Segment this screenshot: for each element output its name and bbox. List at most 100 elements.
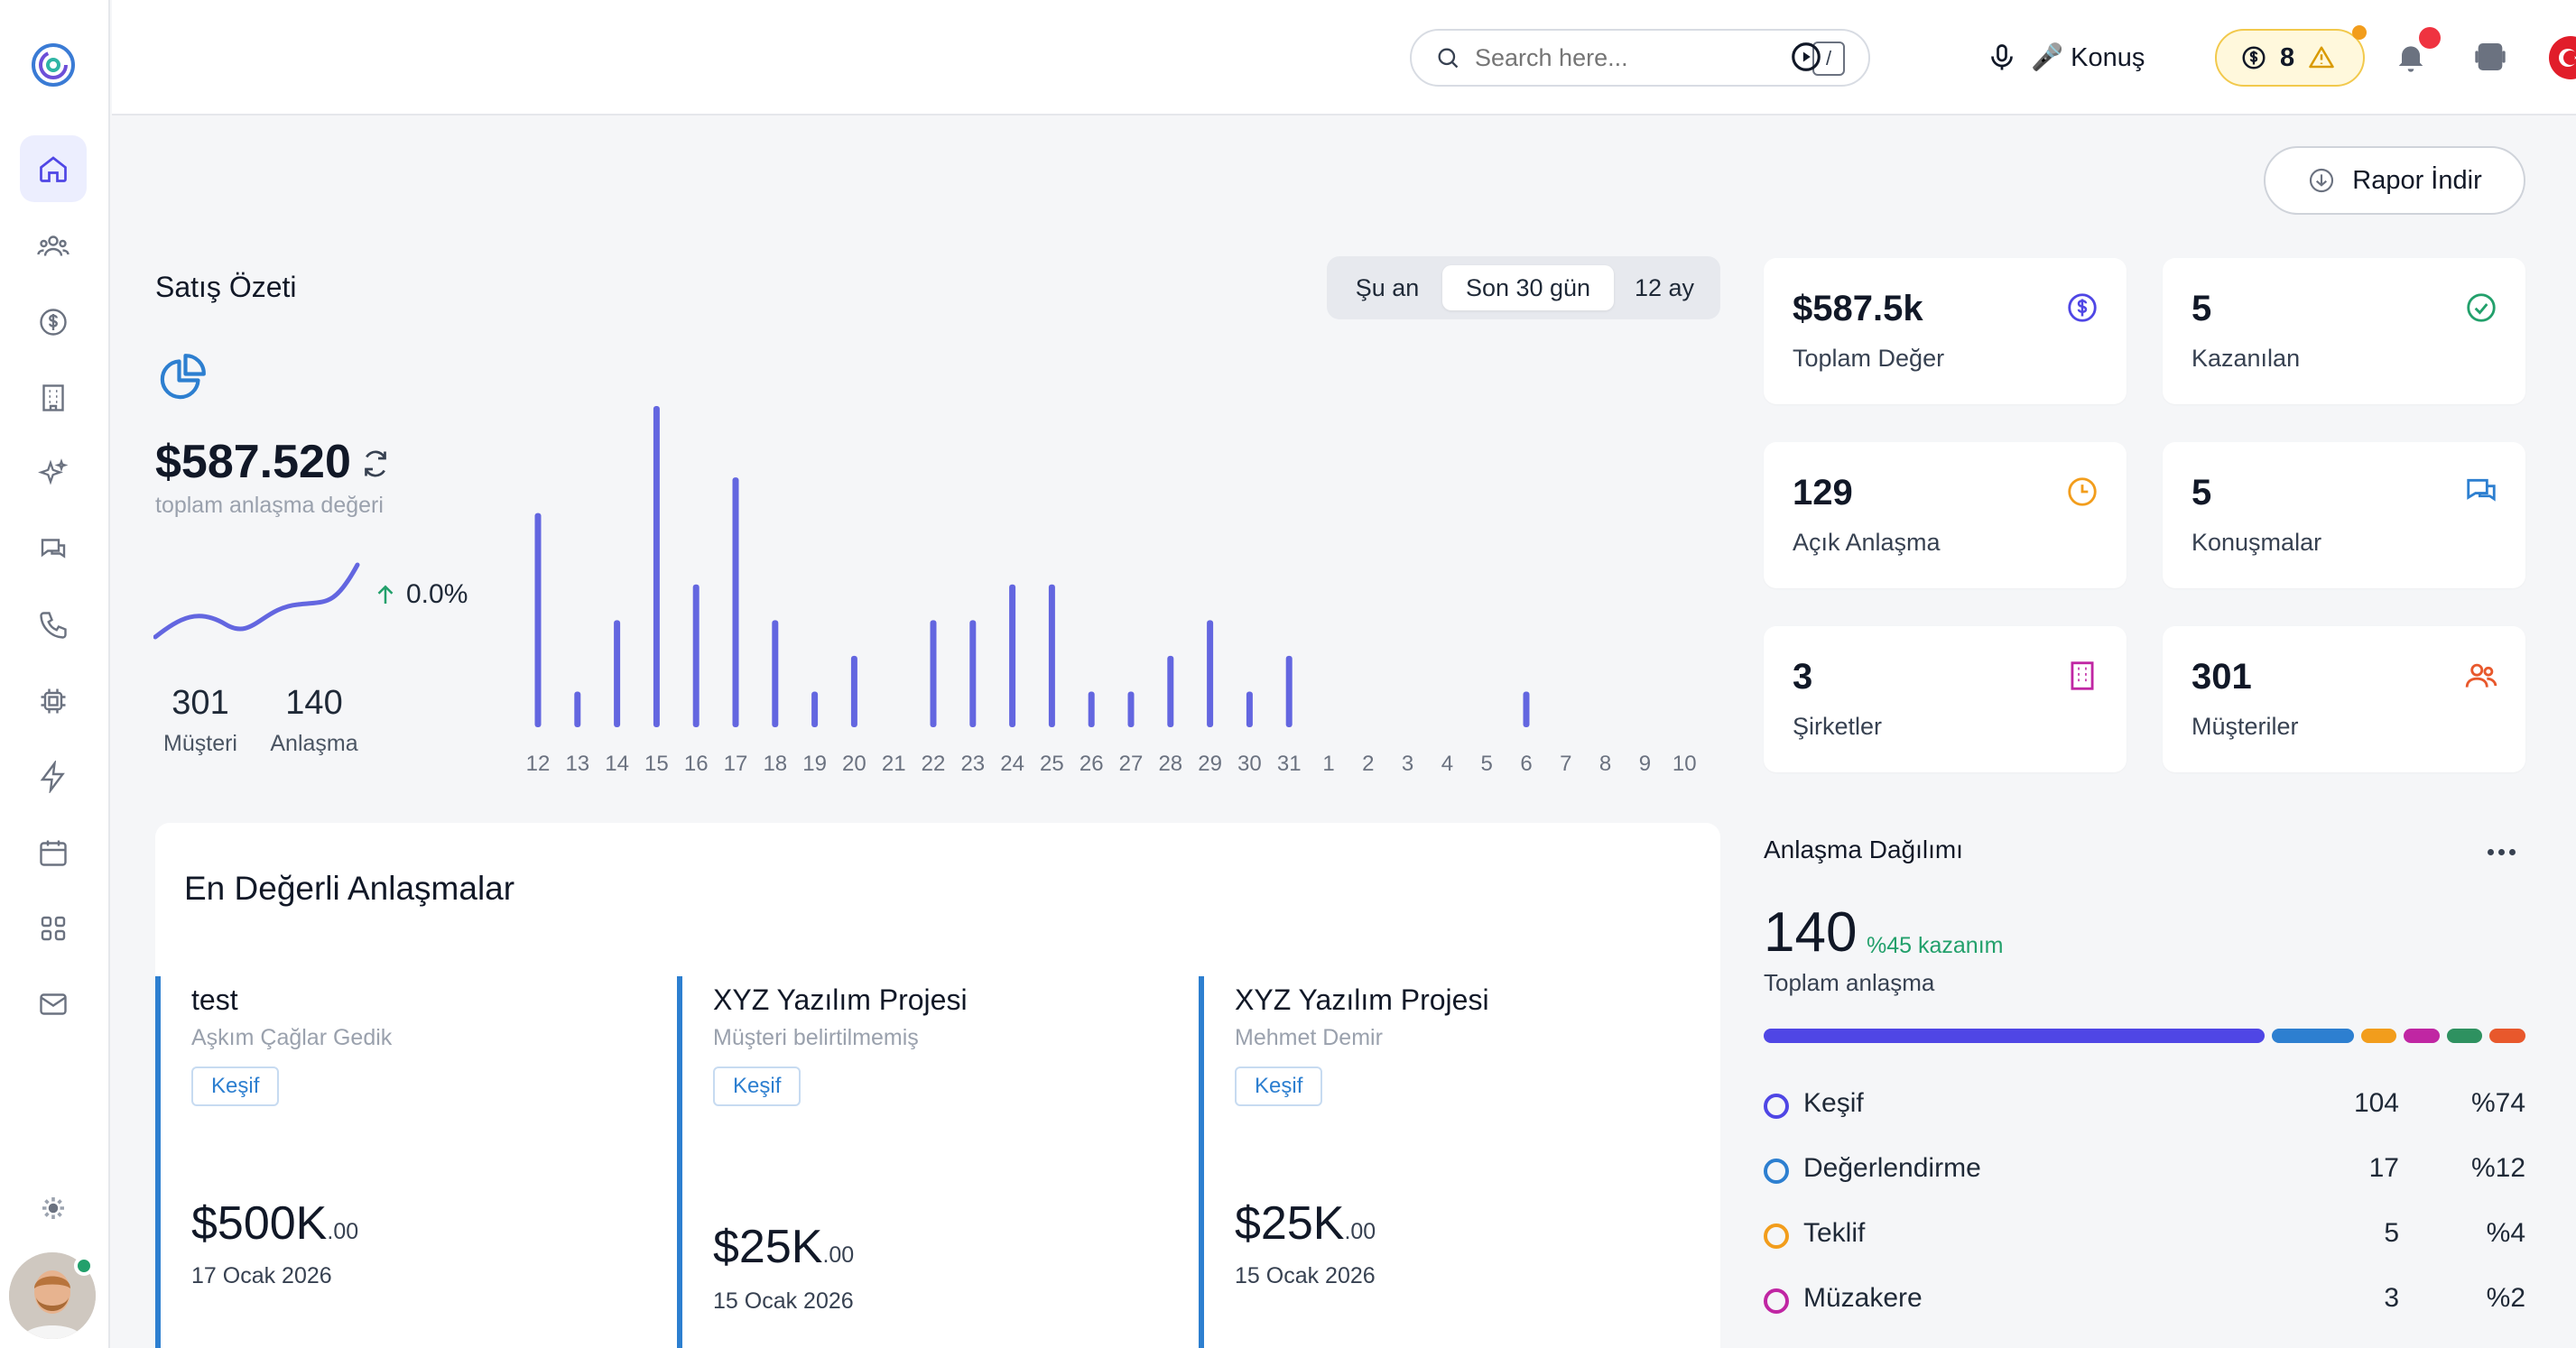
chart-bar[interactable]: [653, 406, 660, 727]
legend-row[interactable]: Müzakere 3 %2: [1764, 1279, 2525, 1319]
bell-icon: [2398, 46, 2423, 72]
distribution-more-button[interactable]: [2480, 834, 2522, 870]
chart-bar[interactable]: [811, 691, 819, 727]
nav-integrations[interactable]: [20, 668, 87, 734]
credits-badge[interactable]: 8: [2215, 29, 2365, 87]
chart-x-tick-label: 23: [960, 752, 985, 776]
chart-bar[interactable]: [1285, 655, 1293, 727]
sales-summary-title: Satış Özeti: [155, 271, 297, 303]
chart-bar[interactable]: [1246, 691, 1253, 727]
device-button[interactable]: [2469, 36, 2511, 78]
chart-x-tick-label: 10: [1673, 752, 1697, 776]
kpi-won[interactable]: 5 Kazanılan: [2163, 258, 2525, 404]
chart-bar[interactable]: [772, 620, 779, 727]
refresh-icon[interactable]: [359, 448, 392, 480]
distribution-bar-segment[interactable]: [2489, 1029, 2525, 1043]
kpi-total-value[interactable]: $587.5k Toplam Değer: [1764, 258, 2127, 404]
kpi-value: 3: [1793, 657, 1813, 697]
legend-row[interactable]: Teklif 5 %4: [1764, 1214, 2525, 1254]
voice-label: 🎤 Konuş: [2031, 43, 2145, 72]
deal-card[interactable]: XYZ Yazılım Projesi Mehmet Demir Keşif $…: [1199, 976, 1710, 1348]
chart-bar[interactable]: [1127, 691, 1135, 727]
nav-apps[interactable]: [20, 895, 87, 962]
distribution-total-label: Toplam anlaşma: [1764, 969, 1935, 996]
chart-x-tick-label: 3: [1402, 752, 1413, 776]
nav-calendar[interactable]: [20, 819, 87, 886]
play-icon: [1792, 42, 1821, 71]
distribution-bar-segment[interactable]: [2272, 1029, 2354, 1043]
sparkline: [153, 562, 360, 640]
chart-x-tick-label: 26: [1080, 752, 1104, 776]
user-avatar[interactable]: [9, 1252, 96, 1339]
period-30-days[interactable]: Son 30 gün: [1442, 265, 1614, 310]
deal-title: test: [191, 983, 238, 1016]
nav-calls[interactable]: [20, 592, 87, 659]
kpi-open-deals[interactable]: 129 Açık Anlaşma: [1764, 442, 2127, 588]
search-icon: [1438, 48, 1459, 69]
legend-row[interactable]: Keşif 104 %74: [1764, 1085, 2525, 1124]
deal-customer: Aşkım Çağlar Gedik: [191, 1025, 393, 1050]
chart-bar[interactable]: [850, 655, 857, 727]
chart-bar[interactable]: [1523, 691, 1530, 727]
more-dot: [2508, 848, 2516, 855]
chart-bar[interactable]: [614, 620, 621, 727]
deal-card[interactable]: test Aşkım Çağlar Gedik Keşif $500K.00 1…: [155, 976, 666, 1348]
deal-card[interactable]: XYZ Yazılım Projesi Müşteri belirtilmemi…: [677, 976, 1188, 1348]
legend-name: Değerlendirme: [1803, 1153, 1981, 1183]
download-report-button[interactable]: Rapor İndir: [2264, 146, 2525, 215]
dollar-icon: [40, 309, 67, 336]
deal-amount-cents: .00: [1344, 1219, 1376, 1244]
chart-bar[interactable]: [574, 691, 581, 727]
dollar-icon: [2068, 293, 2097, 322]
legend-name: Keşif: [1803, 1088, 1864, 1118]
chart-bar[interactable]: [930, 620, 937, 727]
kpi-customers[interactable]: 301 Müşteriler: [2163, 626, 2525, 772]
nav-ai[interactable]: [20, 440, 87, 507]
chart-bar[interactable]: [1088, 691, 1095, 727]
kpi-label: Müşteriler: [2191, 713, 2299, 740]
legend-percent: %12: [2470, 1153, 2525, 1183]
home-icon: [40, 156, 67, 182]
deal-title: XYZ Yazılım Projesi: [713, 983, 968, 1016]
language-flag-tr[interactable]: [2549, 36, 2576, 79]
kpi-companies[interactable]: 3 Şirketler: [1764, 626, 2127, 772]
distribution-bar-segment[interactable]: [2446, 1029, 2483, 1043]
chart-bar[interactable]: [1167, 655, 1174, 727]
nav-companies[interactable]: [20, 365, 87, 431]
distribution-bar-segment[interactable]: [1764, 1029, 2266, 1043]
legend-row[interactable]: Değerlendirme 17 %12: [1764, 1149, 2525, 1189]
chart-x-tick-label: 21: [882, 752, 906, 776]
chart-bar[interactable]: [534, 512, 542, 727]
nav-mail[interactable]: [20, 971, 87, 1038]
nav-automation[interactable]: [20, 743, 87, 810]
search-input[interactable]: [1475, 43, 1800, 72]
app-logo[interactable]: [27, 32, 79, 92]
kpi-conversations[interactable]: 5 Konuşmalar: [2163, 442, 2525, 588]
chart-bar[interactable]: [969, 620, 977, 727]
nav-home[interactable]: [20, 135, 87, 202]
play-button[interactable]: [1785, 36, 1827, 78]
chart-x-tick-label: 6: [1520, 752, 1532, 776]
chart-bar[interactable]: [732, 477, 739, 727]
chart-bar[interactable]: [692, 584, 700, 727]
chart-bar[interactable]: [1009, 584, 1016, 727]
voice-button[interactable]: 🎤 Konuş: [1986, 32, 2145, 83]
sidebar: [0, 0, 110, 1348]
legend-count: 17: [2368, 1153, 2399, 1183]
notifications-button[interactable]: [2390, 36, 2432, 78]
nav-customers[interactable]: [20, 213, 87, 280]
nav-conversations[interactable]: [20, 516, 87, 583]
users-icon: [37, 235, 69, 256]
lightning-icon: [40, 761, 65, 793]
check-circle-icon: [2467, 293, 2496, 322]
turkey-flag-icon: [2559, 49, 2576, 67]
chart-bar[interactable]: [1207, 620, 1214, 727]
distribution-bar-segment[interactable]: [2404, 1029, 2440, 1043]
distribution-bar-segment[interactable]: [2360, 1029, 2397, 1043]
chart-bar[interactable]: [1048, 584, 1055, 727]
nav-settings[interactable]: [20, 1175, 87, 1242]
mail-icon: [40, 993, 67, 1015]
period-12-months[interactable]: 12 ay: [1634, 273, 1695, 301]
nav-sales[interactable]: [20, 289, 87, 355]
period-now[interactable]: Şu an: [1355, 273, 1420, 301]
